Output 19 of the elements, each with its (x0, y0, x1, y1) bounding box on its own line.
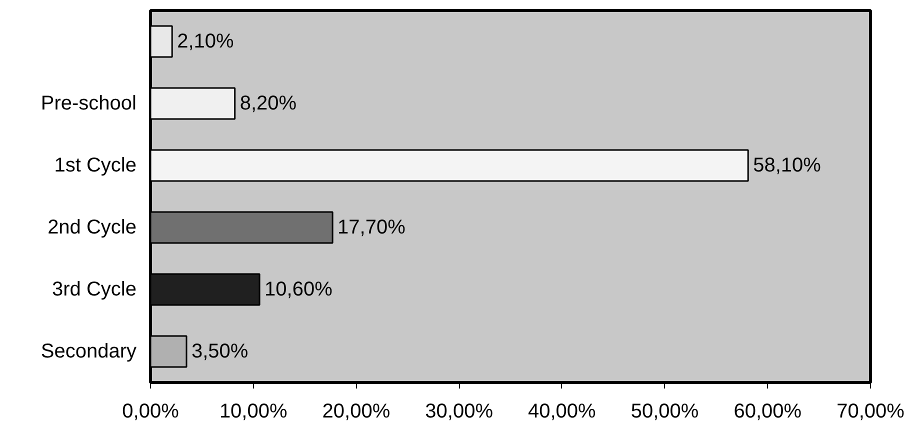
data-label: 17,70% (338, 216, 406, 238)
x-tick-label: 20,00% (322, 400, 390, 422)
data-label: 2,10% (177, 30, 234, 52)
data-label: 10,60% (264, 278, 333, 300)
x-tick-label: 60,00% (734, 400, 802, 422)
x-tick-label: 0,00% (122, 400, 180, 422)
x-tick-label: 40,00% (528, 400, 596, 422)
data-label: 3,50% (192, 340, 248, 362)
x-tick-label: 10,00% (219, 400, 288, 422)
y-tick-label: Secondary (40, 340, 137, 362)
y-tick-label: 1st Cycle (54, 154, 137, 176)
x-tick-label: 30,00% (425, 400, 494, 422)
y-tick-label: 2nd Cycle (48, 216, 136, 238)
data-label: 8,20% (240, 92, 297, 114)
x-tick-label: 50,00% (630, 400, 699, 422)
y-tick-label: 3rd Cycle (52, 278, 137, 300)
x-tick-label: 70,00% (836, 400, 905, 422)
y-tick-label: Pre-school (40, 92, 137, 114)
data-label: 58,10% (753, 154, 822, 176)
